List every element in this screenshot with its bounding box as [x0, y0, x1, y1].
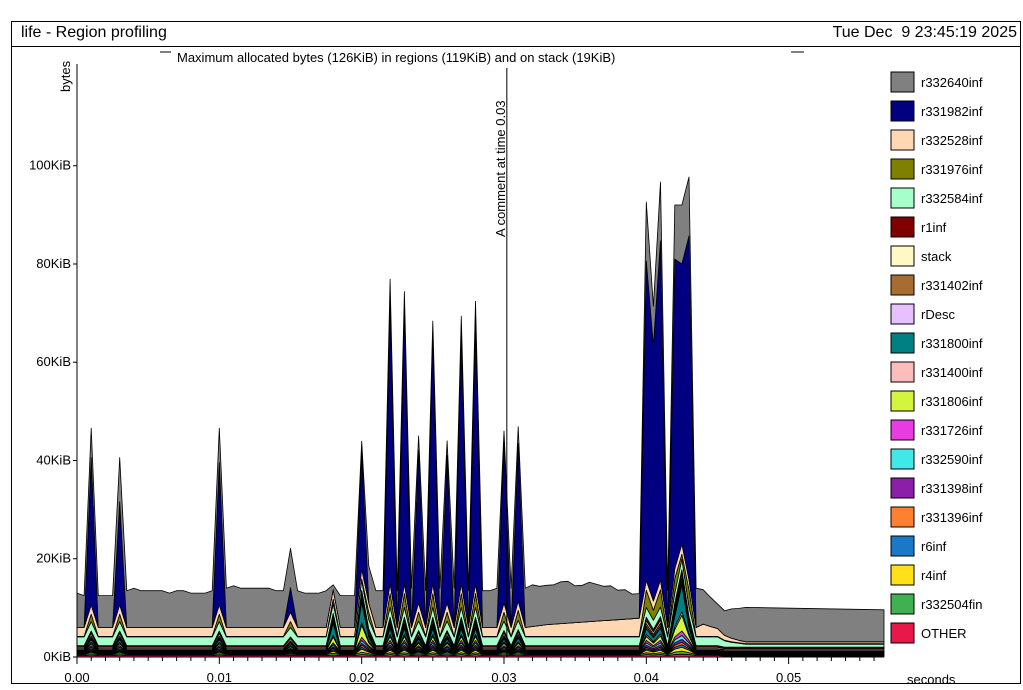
legend-swatch-stack: [890, 245, 915, 267]
legend-label-r332584inf: r332584inf: [921, 191, 983, 206]
legend-swatch-r331398inf: [890, 477, 915, 499]
legend-label-r4inf: r4inf: [921, 568, 947, 583]
legend-swatch-r332590inf: [890, 448, 915, 470]
legend: r332640inf r331982inf r332528inf r331976inf…: [890, 71, 983, 644]
y-tick-label: 40KiB: [36, 452, 71, 467]
legend-swatch-r332504fin: [890, 593, 915, 615]
legend-label-r331398inf: r331398inf: [921, 481, 983, 496]
legend-label-r1inf: r1inf: [921, 220, 947, 235]
x-tick-label: 0.04: [634, 670, 659, 685]
legend-label-r6inf: r6inf: [921, 539, 947, 554]
window-title: life - Region profiling: [21, 24, 167, 41]
area-series-r332640inf: [76, 176, 885, 643]
title-bar: life - Region profiling Tue Dec 9 23:45:…: [11, 21, 1021, 47]
legend-label-r331396inf: r331396inf: [921, 510, 983, 525]
legend-swatch-r331800inf: [890, 332, 915, 354]
area-series-r331982inf: [76, 235, 885, 643]
legend-label-r331982inf: r331982inf: [921, 104, 983, 119]
legend-swatch-r6inf: [890, 535, 915, 557]
x-tick-label: 0.02: [349, 670, 374, 685]
legend-swatch-rdesc: [890, 303, 915, 325]
legend-label-r331800inf: r331800inf: [921, 336, 983, 351]
legend-swatch-r331806inf: [890, 390, 915, 412]
chart-frame: [11, 21, 1021, 684]
legend-label-r332590inf: r332590inf: [921, 452, 983, 467]
legend-label-r332528inf: r332528inf: [921, 133, 983, 148]
chart-title: Maximum allocated bytes (126KiB) in regi…: [177, 50, 615, 65]
legend-swatch-r331982inf: [890, 100, 915, 122]
annotation-label: A comment at time 0.03: [493, 100, 508, 237]
y-tick-label: 60KiB: [36, 354, 71, 369]
x-tick-label: 0.05: [776, 670, 801, 685]
legend-swatch-r332640inf: [890, 71, 915, 93]
x-tick-label: 0.01: [207, 670, 232, 685]
annotation-group: A comment at time 0.03: [493, 68, 508, 657]
legend-label-rdesc: rDesc: [921, 307, 955, 322]
y-tick-label: 0KiB: [44, 649, 71, 664]
legend-swatch-r332584inf: [890, 187, 915, 209]
legend-label-r331726inf: r331726inf: [921, 423, 983, 438]
legend-label-stack: stack: [921, 249, 952, 264]
legend-swatch-other: [890, 622, 915, 644]
y-tick-label: 80KiB: [36, 256, 71, 271]
legend-swatch-r331726inf: [890, 419, 915, 441]
x-tick-label: 0.03: [491, 670, 516, 685]
legend-swatch-r331402inf: [890, 274, 915, 296]
stacked-areas: [76, 176, 885, 658]
y-axis-label: bytes: [58, 60, 73, 92]
legend-label-r332640inf: r332640inf: [921, 75, 983, 90]
legend-label-r331402inf: r331402inf: [921, 278, 983, 293]
legend-label-r331400inf: r331400inf: [921, 365, 983, 380]
legend-swatch-r331400inf: [890, 361, 915, 383]
legend-swatch-r331976inf: [890, 158, 915, 180]
y-tick-label: 100KiB: [29, 158, 71, 173]
axes-group: bytes seconds 0KiB 20KiB 40KiB 60KiB 80KiB 10…: [29, 60, 956, 687]
legend-swatch-r331396inf: [890, 506, 915, 528]
legend-swatch-r4inf: [890, 564, 915, 586]
legend-label-r331806inf: r331806inf: [921, 394, 983, 409]
timestamp: Tue Dec 9 23:45:19 2025: [832, 24, 1017, 41]
x-axis-label: seconds: [907, 672, 956, 687]
x-tick-label: 0.00: [64, 670, 89, 685]
legend-label-other: OTHER: [921, 626, 967, 641]
legend-label-r332504fin: r332504fin: [921, 597, 982, 612]
y-tick-label: 20KiB: [36, 551, 71, 566]
legend-swatch-r332528inf: [890, 129, 915, 151]
legend-label-r331976inf: r331976inf: [921, 162, 983, 177]
chart-subtitle-group: Maximum allocated bytes (126KiB) in regi…: [160, 50, 804, 65]
legend-swatch-r1inf: [890, 216, 915, 238]
